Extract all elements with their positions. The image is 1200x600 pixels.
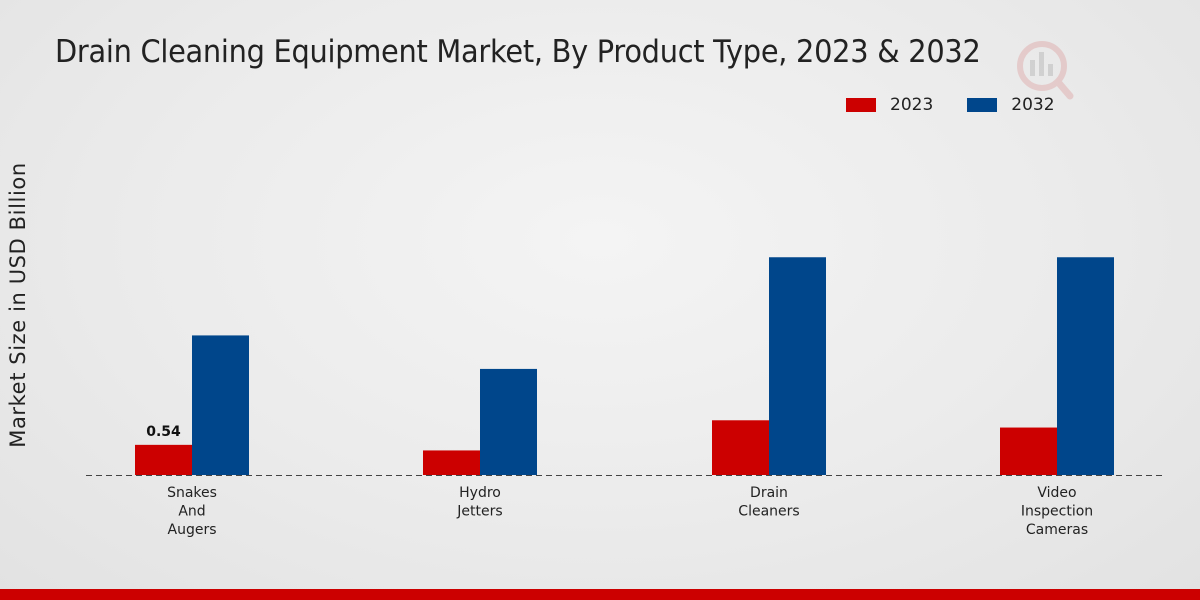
legend-item-2023: 2023: [846, 95, 933, 115]
legend-label-2032: 2032: [1011, 95, 1055, 115]
bar-2032-3: [1057, 257, 1114, 475]
x-tick-label-2-0: Drain: [750, 485, 788, 501]
x-tick-label-0-1: And: [178, 504, 205, 520]
bar-2032-0: [192, 335, 249, 475]
bar-2032-1: [480, 368, 537, 475]
x-tick-label-0-2: Augers: [168, 522, 217, 538]
x-tick-label-0-0: Snakes: [167, 485, 217, 501]
legend-swatch-2032: [967, 98, 998, 112]
x-tick-label-1-1: Jetters: [456, 504, 502, 520]
legend-swatch-2023: [846, 98, 876, 112]
bar-2023-2: [712, 420, 769, 475]
chart-title: Drain Cleaning Equipment Market, By Prod…: [55, 34, 981, 70]
footer-bar: [0, 589, 1200, 600]
watermark-logo-icon: [1017, 41, 1074, 100]
x-tick-label-3-1: Inspection: [1021, 504, 1093, 520]
legend-label-2023: 2023: [890, 95, 934, 115]
bar-2032-2: [769, 257, 826, 475]
chart-legend: 2023 2032: [846, 95, 1055, 115]
bar-2023-3: [1000, 427, 1057, 475]
data-label-0: 0.54: [146, 424, 181, 440]
x-tick-label-1-0: Hydro: [459, 485, 501, 501]
legend-item-2032: 2032: [967, 95, 1055, 115]
x-tick-label-3-0: Video: [1037, 485, 1076, 501]
bar-2023-0: [135, 444, 192, 475]
bar-2023-1: [423, 450, 480, 475]
x-tick-label-3-2: Cameras: [1026, 522, 1088, 538]
x-tick-label-2-1: Cleaners: [738, 504, 799, 520]
